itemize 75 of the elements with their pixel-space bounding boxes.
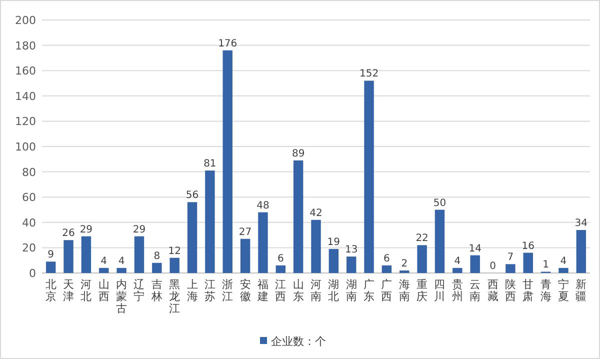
data-label: 6 [384, 253, 390, 264]
ytick: 40 [22, 216, 36, 230]
data-label: 42 [310, 208, 322, 219]
xtick: 北京 [45, 278, 56, 303]
xtick: 青海 [540, 278, 552, 303]
xtick: 湖南 [346, 278, 357, 303]
xtick: 河北 [80, 278, 92, 303]
data-label: 19 [327, 236, 340, 248]
xtick: 黑龙江 [169, 278, 180, 315]
data-label: 0 [490, 261, 496, 272]
ytick: 0 [29, 267, 36, 280]
data-label: 27 [238, 226, 252, 238]
xtick: 内蒙古 [116, 278, 128, 315]
data-label: 14 [468, 243, 482, 254]
xtick: 海南 [398, 278, 410, 303]
data-label: 4 [100, 256, 108, 267]
xtick: 甘肃 [522, 278, 534, 303]
xtick: 新疆 [576, 278, 587, 303]
ytick: 100 [15, 140, 36, 154]
xtick: 辽宁 [134, 278, 145, 303]
data-label: 4 [560, 256, 567, 267]
xtick: 西藏 [487, 278, 498, 303]
xtick: 重庆 [416, 278, 428, 303]
data-label: 13 [345, 244, 358, 256]
data-label: 152 [359, 68, 379, 80]
xtick: 贵州 [452, 278, 463, 303]
data-label: 89 [292, 148, 305, 160]
data-label: 4 [118, 256, 125, 267]
data-label: 26 [62, 228, 75, 240]
xtick: 宁夏 [558, 278, 569, 303]
data-label: 81 [204, 158, 216, 170]
ytick: 20 [22, 242, 36, 255]
data-label: 9 [48, 250, 54, 261]
data-label: 7 [507, 252, 514, 264]
data-label: 6 [277, 253, 284, 264]
ytick: 200 [15, 14, 36, 27]
data-label: 56 [186, 190, 199, 202]
data-label: 1 [542, 260, 549, 271]
xtick: 天津 [63, 278, 74, 303]
data-label: 16 [522, 240, 534, 252]
xtick: 上海 [186, 278, 198, 303]
ytick: 80 [22, 166, 36, 179]
xtick: 广东 [364, 278, 375, 303]
xtick: 福建 [257, 278, 268, 303]
xtick: 吉林 [151, 278, 162, 303]
data-label: 50 [433, 198, 446, 209]
xtick: 云南 [470, 278, 481, 303]
xtick: 湖北 [328, 278, 340, 303]
data-label: 29 [80, 224, 93, 236]
data-label: 4 [454, 256, 461, 267]
xtick: 安徽 [240, 278, 251, 303]
data-label: 22 [416, 233, 428, 244]
ytick: 140 [15, 90, 36, 103]
xtick: 江苏 [204, 278, 216, 303]
ytick: 60 [22, 191, 36, 204]
ytick: 160 [15, 64, 36, 78]
xtick: 浙江 [222, 278, 234, 303]
ytick: 180 [15, 39, 36, 52]
xtick: 河南 [310, 278, 322, 303]
legend: 企业数：个 [260, 335, 326, 348]
xtick: 广西 [381, 278, 392, 303]
data-label: 34 [574, 218, 588, 229]
data-label: 48 [256, 200, 270, 212]
xtick: 山东 [292, 278, 304, 303]
data-label: 2 [401, 258, 408, 270]
legend-label: 企业数：个 [271, 335, 326, 348]
data-label: 12 [168, 246, 181, 257]
ytick: 120 [15, 115, 36, 128]
data-label: 8 [154, 250, 160, 262]
xtick: 四川 [434, 278, 446, 303]
xtick: 陕西 [504, 278, 516, 303]
data-label: 29 [132, 224, 146, 236]
xtick: 江西 [275, 278, 286, 303]
xtick: 山西 [98, 278, 110, 303]
data-label: 176 [218, 38, 238, 50]
